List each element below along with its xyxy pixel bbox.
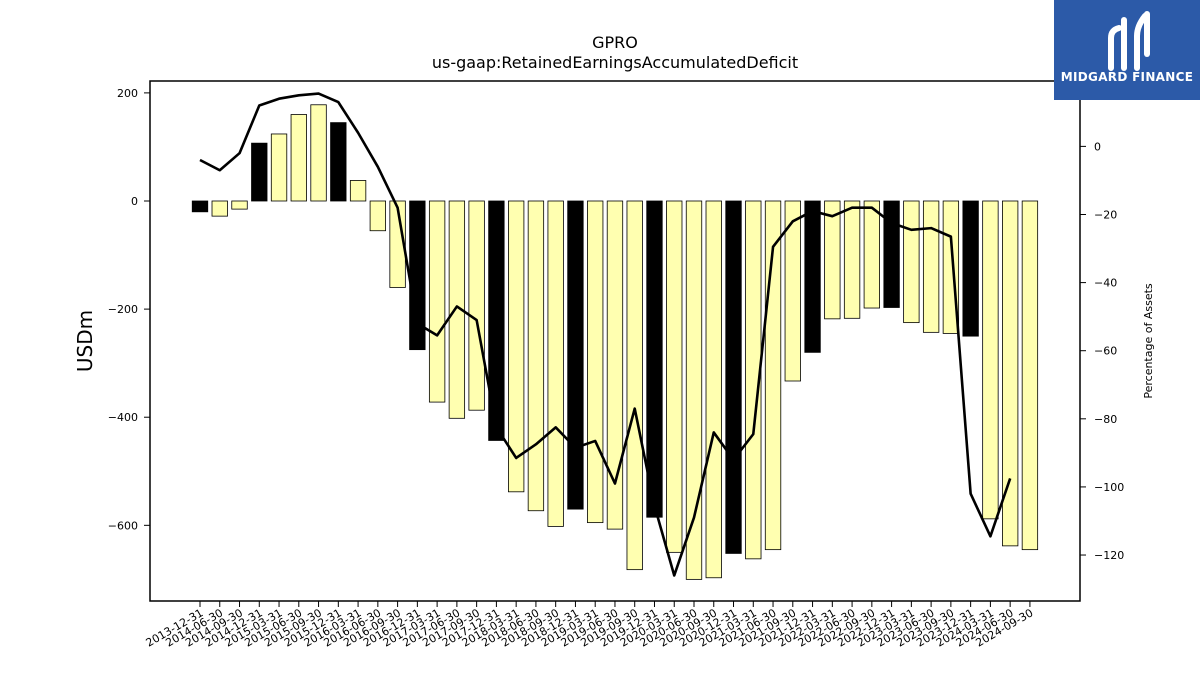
bar-2016-03-31	[349, 180, 367, 202]
right-axis-ticks: 0 −20 −40 −60 −80 −100 −120	[1080, 140, 1124, 562]
logo-mark-icon	[1108, 11, 1150, 71]
bar-2018-09-30	[547, 200, 564, 527]
bar-2019-09-30	[626, 200, 643, 571]
bar-2018-03-31	[508, 200, 525, 493]
bar-2014-12-31	[251, 142, 268, 202]
bar-2019-06-30	[606, 200, 624, 530]
y-tick-label: −200	[108, 303, 138, 316]
y-tick-label: 200	[117, 87, 138, 100]
bar-2022-09-30	[863, 200, 880, 309]
bar-2016-09-30	[389, 200, 406, 288]
percentage-of-assets-line	[199, 92, 1012, 577]
bar-2019-12-31	[646, 200, 663, 518]
bar-2018-12-31	[567, 200, 584, 510]
bar-2015-09-30	[310, 104, 327, 202]
bar-2024-03-31	[982, 200, 999, 520]
y2-tick-label: −80	[1094, 413, 1117, 426]
y2-tick-label: 0	[1094, 140, 1101, 153]
y-tick-label: −600	[108, 519, 138, 532]
logo: MIDGARD FINANCE	[1054, 0, 1200, 100]
bars-group	[191, 104, 1039, 580]
bar-2013-12-31	[191, 200, 209, 213]
bar-2014-06-30	[211, 200, 228, 217]
chart-subtitle: us-gaap:RetainedEarningsAccumulatedDefic…	[432, 53, 798, 72]
logo-text: MIDGARD FINANCE	[1061, 70, 1193, 84]
bar-2017-12-31	[488, 200, 505, 441]
bar-2022-06-30	[843, 200, 861, 319]
bar-2023-06-30	[922, 200, 940, 333]
y2-tick-label: −60	[1094, 345, 1117, 358]
bar-2022-12-31	[883, 200, 900, 308]
y-axis-label: USDm	[73, 310, 97, 372]
y2-tick-label: −20	[1094, 208, 1117, 221]
x-axis-ticks: 2013-12-312014-06-302014-09-302014-12-31…	[144, 601, 1035, 650]
bar-2017-03-31	[428, 200, 446, 403]
bar-2024-06-30	[1002, 200, 1019, 547]
y2-axis-label: Percentage of Assets	[1142, 283, 1155, 399]
chart-title: GPRO	[592, 33, 638, 52]
bar-2016-06-30	[369, 200, 386, 232]
bar-2018-06-30	[527, 200, 545, 512]
bar-2020-06-30	[685, 200, 703, 580]
y2-tick-label: −100	[1094, 481, 1124, 494]
bar-2014-09-30	[231, 200, 248, 210]
bar-2015-06-30	[290, 114, 307, 202]
bar-2023-12-31	[962, 200, 979, 337]
bar-2021-09-30	[784, 200, 801, 382]
left-axis-ticks: 200 0 −200 −400 −600	[108, 87, 150, 532]
bar-2015-12-31	[330, 122, 347, 202]
bar-2021-03-31	[745, 200, 762, 560]
line-group	[199, 92, 1012, 577]
bar-2020-09-30	[705, 200, 722, 579]
bar-2020-12-31	[725, 200, 742, 554]
bar-2024-09-30	[1021, 200, 1039, 551]
y-tick-label: −400	[108, 411, 138, 424]
bar-2023-03-31	[903, 200, 920, 324]
bar-2021-12-31	[804, 200, 821, 353]
bar-2022-03-31	[824, 200, 841, 320]
bar-2019-03-31	[587, 200, 604, 524]
y-tick-label: 0	[131, 195, 138, 208]
bar-2015-03-31	[270, 133, 288, 202]
bar-2017-06-30	[448, 200, 466, 419]
bar-2017-09-30	[468, 200, 485, 411]
bar-2020-03-31	[666, 200, 683, 553]
y2-tick-label: −40	[1094, 277, 1117, 290]
y2-tick-label: −120	[1094, 549, 1124, 562]
